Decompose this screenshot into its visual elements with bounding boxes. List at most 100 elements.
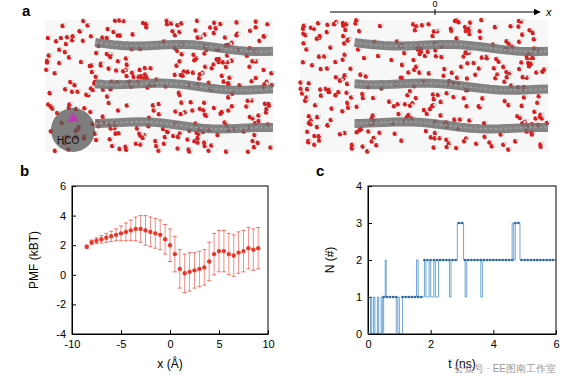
hydrogen: [333, 106, 335, 108]
hydrogen: [460, 20, 462, 22]
hydrogen: [84, 38, 86, 40]
hydrogen: [348, 81, 350, 83]
x-arrow-label: x: [545, 6, 552, 18]
hydrogen: [370, 129, 372, 131]
tick: 0: [60, 269, 76, 281]
axis-line: [369, 334, 557, 335]
hydrogen: [346, 73, 348, 75]
hydrogen: [512, 24, 514, 26]
hydrogen: [312, 25, 314, 27]
hydrogen: [462, 64, 464, 66]
tick-mark: [368, 260, 372, 261]
hydrogen: [374, 113, 376, 115]
point: [461, 222, 464, 225]
hydrogen: [133, 70, 135, 72]
hydrogen: [484, 96, 486, 98]
hydrogen: [535, 37, 537, 39]
x-arrow-origin: [435, 9, 436, 15]
hydrogen: [256, 133, 258, 135]
point: [168, 243, 172, 247]
point: [85, 244, 89, 248]
hydrogen: [499, 72, 501, 74]
hydrogen: [481, 29, 483, 31]
point: [207, 259, 211, 263]
tick: 1: [356, 291, 372, 303]
point: [395, 296, 398, 299]
hydrogen: [374, 96, 376, 98]
hydrogen: [430, 22, 432, 24]
hydrogen: [104, 114, 106, 116]
hydrogen: [368, 149, 370, 151]
hydrogen: [346, 131, 348, 133]
tick: 5: [216, 330, 222, 350]
hydrogen: [302, 86, 304, 88]
hydrogen: [183, 100, 185, 102]
snapshot: HCO: [44, 18, 276, 154]
hydrogen: [273, 71, 275, 73]
hydrogen: [481, 105, 483, 107]
error-bar: [119, 226, 123, 241]
hydrogen: [68, 35, 70, 37]
hydrogen: [329, 22, 331, 24]
tick-label: -2: [56, 298, 66, 310]
tick-label: 0: [167, 338, 173, 350]
hydrogen: [524, 75, 526, 77]
point: [109, 234, 113, 238]
hydrogen: [260, 113, 262, 115]
hydrogen: [331, 89, 333, 91]
hydrogen: [157, 144, 159, 146]
point: [520, 259, 523, 262]
error-bar: [139, 216, 143, 243]
graphene-layer: [355, 42, 548, 51]
hydrogen: [176, 72, 178, 74]
hydrogen: [265, 34, 267, 36]
hydrogen: [411, 103, 413, 105]
hydrogen: [468, 51, 470, 53]
hydrogen: [441, 136, 443, 138]
hydrogen: [335, 22, 337, 24]
error-bar: [85, 245, 89, 248]
hydrogen: [357, 18, 359, 20]
point: [163, 237, 167, 241]
point: [486, 259, 489, 262]
hydrogen: [268, 79, 270, 81]
hydrogen: [542, 142, 544, 144]
hydrogen: [520, 24, 522, 26]
tick: 2: [356, 254, 372, 266]
graphene-layer-detail: [355, 122, 548, 129]
hydrogen: [325, 54, 327, 56]
hydrogen: [381, 130, 383, 132]
error-bar: [256, 227, 260, 268]
hydrogen: [415, 58, 417, 60]
watermark: 公众号 · EE图南工作室: [454, 363, 556, 374]
hydrogen: [403, 138, 405, 140]
hydrogen: [536, 109, 538, 111]
hydrogen: [97, 74, 99, 76]
hydrogen: [312, 122, 314, 124]
error-bar: [134, 217, 138, 241]
hydrogen: [160, 112, 162, 114]
hydrogen: [312, 118, 314, 120]
point: [436, 259, 439, 262]
error-bar: [144, 216, 148, 246]
error-bar: [237, 232, 241, 273]
point: [368, 333, 369, 334]
hydrogen: [257, 59, 259, 61]
hydrogen: [197, 28, 199, 30]
hydrogen: [166, 135, 168, 137]
hydrogen: [210, 148, 212, 150]
tick-label: 6: [60, 180, 66, 192]
point: [492, 259, 495, 262]
error-bar: [188, 253, 192, 291]
axis-line: [72, 187, 73, 335]
panel-label: b: [20, 162, 29, 179]
hydrogen: [364, 92, 366, 94]
hydrogen: [318, 115, 320, 117]
hydrogen: [230, 43, 232, 45]
hydrogen: [475, 61, 477, 63]
hydrogen: [538, 70, 540, 72]
hydrogen: [414, 22, 416, 24]
hydrogen: [97, 138, 99, 140]
hydrogen: [121, 18, 123, 20]
hydrogen: [430, 71, 432, 73]
